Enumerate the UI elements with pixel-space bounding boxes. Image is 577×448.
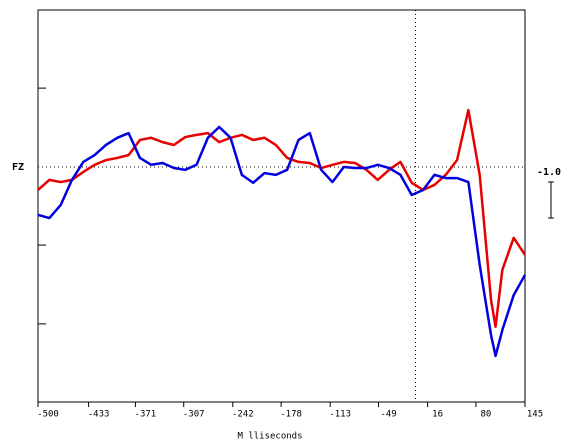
channel-label: FZ (12, 162, 24, 173)
x-tick-label: -113 (329, 410, 351, 420)
x-tick-label: -433 (88, 410, 110, 420)
x-tick-label: 80 (481, 410, 492, 420)
data-line (37, 108, 527, 329)
x-tick-label: 145 (527, 410, 543, 420)
x-tick-label: 16 (432, 410, 443, 420)
x-tick-label: -371 (135, 410, 157, 420)
x-tick-label: -500 (37, 410, 59, 420)
x-axis-label: M lliseconds (237, 432, 302, 442)
scale-bar-label: -1.0 (537, 167, 561, 178)
plot-frame (37, 9, 526, 403)
x-tick-label: -307 (183, 410, 205, 420)
x-tick-label: -178 (280, 410, 302, 420)
data-line (37, 125, 527, 358)
x-tick-label: -242 (232, 410, 254, 420)
x-tick-label: -49 (380, 410, 396, 420)
